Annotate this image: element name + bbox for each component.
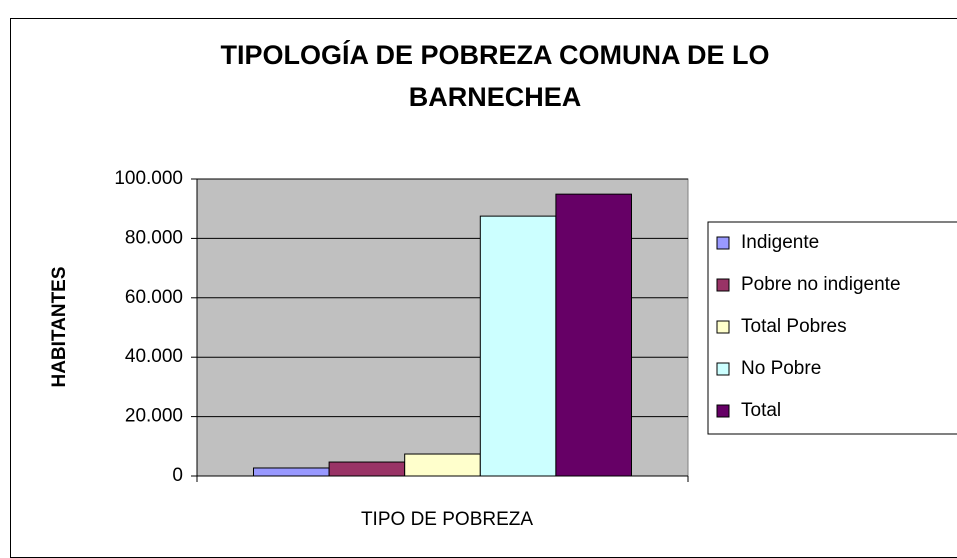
chart-title: TIPOLOGÍA DE POBREZA COMUNA DE LO BARNEC… <box>220 40 770 112</box>
legend-swatch <box>716 320 730 334</box>
legend-label: Total Pobres <box>741 316 847 337</box>
bar <box>555 193 633 477</box>
y-tick-label: 0 <box>172 465 183 486</box>
bar <box>253 467 330 477</box>
legend-swatch <box>716 236 730 250</box>
bar <box>328 461 406 477</box>
legend-label: Indigente <box>741 232 819 253</box>
legend-label: Pobre no indigente <box>741 274 901 295</box>
y-tick-label: 60.000 <box>125 287 183 308</box>
legend-label: No Pobre <box>741 358 821 379</box>
y-tick-label: 40.000 <box>125 346 183 367</box>
legend-label: Total <box>741 400 781 421</box>
legend-swatch <box>716 278 730 292</box>
y-tick-label: 20.000 <box>125 406 183 427</box>
bar <box>404 453 481 477</box>
y-axis-label: HABITANTES <box>49 266 70 387</box>
x-axis-label: TIPO DE POBREZA <box>361 509 533 530</box>
y-tick-label: 100.000 <box>114 168 183 189</box>
bar <box>479 215 557 477</box>
legend-swatch <box>716 404 730 418</box>
y-tick-label: 80.000 <box>125 227 183 248</box>
legend-swatch <box>716 362 730 376</box>
legend <box>707 221 957 435</box>
